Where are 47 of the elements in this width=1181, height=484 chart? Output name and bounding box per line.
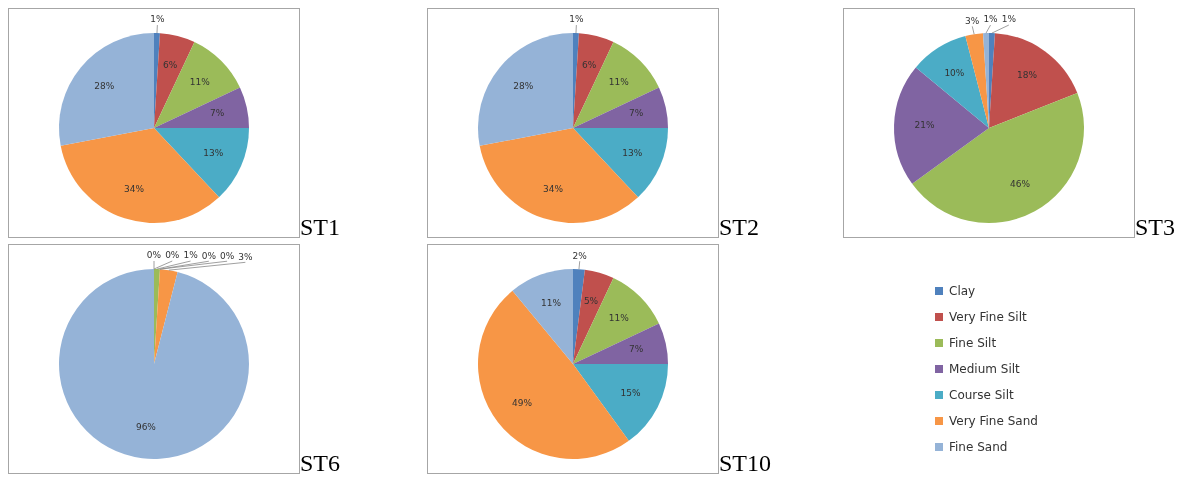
legend-label: Course Silt bbox=[948, 387, 1015, 404]
text: 0% bbox=[146, 250, 162, 261]
data-label: 6% bbox=[581, 59, 597, 70]
data-label: 11% bbox=[608, 76, 630, 87]
text: 0% bbox=[201, 250, 216, 261]
text: ST10 bbox=[719, 450, 772, 476]
legend-label: Very Fine Sand bbox=[948, 413, 1038, 430]
data-label: 7% bbox=[209, 108, 225, 119]
text: ST3 bbox=[1135, 214, 1176, 240]
text: 0% bbox=[219, 250, 235, 261]
data-label: 28% bbox=[513, 81, 534, 92]
data-label: 11% bbox=[189, 76, 211, 87]
data-label: 15% bbox=[620, 387, 641, 398]
data-label: 1% bbox=[183, 250, 199, 261]
legend-label: Fine Silt bbox=[948, 335, 998, 352]
data-label: 1% bbox=[569, 14, 584, 25]
legend-label: Fine Sand bbox=[948, 439, 1009, 456]
data-label: 6% bbox=[162, 59, 178, 70]
data-label: 7% bbox=[628, 108, 644, 119]
text: ST2 bbox=[719, 214, 760, 240]
data-label: 5% bbox=[583, 296, 599, 307]
text: 0% bbox=[165, 250, 180, 261]
data-label: 28% bbox=[94, 81, 115, 92]
legend-label: Clay bbox=[948, 283, 977, 300]
data-label: 11% bbox=[608, 312, 630, 323]
text: ST1 bbox=[300, 214, 341, 240]
data-label: 34% bbox=[124, 183, 145, 194]
data-label: 13% bbox=[203, 148, 224, 158]
data-label: 21% bbox=[914, 120, 935, 131]
text: ST6 bbox=[300, 450, 341, 476]
data-label: 1% bbox=[1001, 14, 1017, 25]
data-label: 2% bbox=[572, 250, 588, 261]
data-label: 3% bbox=[965, 15, 980, 26]
data-label: 1% bbox=[983, 14, 999, 25]
data-label: 10% bbox=[944, 67, 965, 78]
legend-label: Very Fine Silt bbox=[948, 309, 1028, 326]
data-label: 96% bbox=[135, 422, 157, 433]
data-label: 13% bbox=[622, 148, 643, 158]
data-label: 11% bbox=[541, 297, 562, 308]
data-label: 18% bbox=[1016, 70, 1038, 81]
legend-label: Medium Silt bbox=[948, 361, 1021, 378]
data-label: 1% bbox=[150, 14, 165, 25]
data-label: 3% bbox=[238, 251, 253, 262]
data-label: 49% bbox=[511, 397, 533, 408]
data-label: 7% bbox=[628, 344, 644, 355]
data-label: 34% bbox=[543, 183, 564, 194]
data-label: 46% bbox=[1010, 178, 1031, 189]
